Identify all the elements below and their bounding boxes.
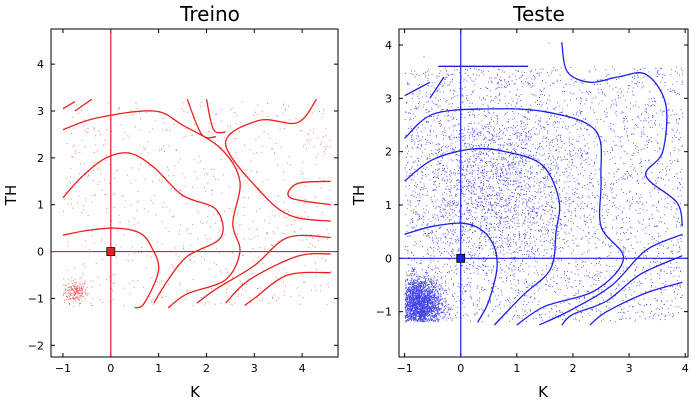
test-ytick-label: 1: [385, 199, 392, 212]
train-contour-line-2: [62, 110, 241, 309]
train-title: Treino: [179, 2, 240, 26]
test-reference: [399, 29, 688, 357]
train-ytick-label: 1: [37, 199, 44, 212]
test-xtick-label: 0: [457, 362, 464, 375]
test-ytick-label: 2: [385, 146, 392, 159]
train-xtick-label: 0: [107, 362, 114, 375]
train-contour-line-7: [224, 98, 331, 222]
test-xtick-label: 4: [682, 362, 689, 375]
train-xlabel: K: [190, 383, 201, 400]
train-xtick-label: 4: [299, 362, 306, 375]
train-xtick-label: 1: [155, 362, 162, 375]
test-contour-line-6: [561, 42, 684, 227]
test-ytick-label: 0: [385, 252, 392, 265]
train-contour-line-6: [205, 99, 226, 134]
test-ticks: −1 0 1 2 3 4 −1 0 1 2 3 4: [376, 29, 689, 375]
train-plot-frame: [50, 28, 339, 358]
train-xtick-label: −1: [55, 362, 71, 375]
test-ref-marker: [456, 253, 466, 263]
train-contour-line-1: [62, 152, 224, 304]
train-ylabel: TH: [2, 185, 20, 206]
test-contour-line-4: [429, 76, 445, 99]
train-ytick-label: 0: [37, 246, 44, 259]
test-xtick-label: 3: [626, 362, 633, 375]
test-ytick-label: 3: [385, 92, 392, 105]
test-panel: Teste K TH −1 0 1 2 3 4 −1 0 1 2 3 4: [350, 2, 689, 400]
test-ytick-label: 4: [385, 39, 392, 52]
train-xtick-label: 2: [203, 362, 210, 375]
test-contour-line-1: [404, 147, 561, 326]
test-plot-frame: [398, 28, 689, 358]
test-contour-line-7: [539, 233, 683, 326]
train-reference: [51, 29, 338, 357]
train-ytick-label: −1: [28, 292, 44, 305]
test-title: Teste: [512, 2, 565, 26]
test-scatter-points: [404, 42, 684, 323]
test-contours: [404, 42, 684, 326]
train-ytick-label: 2: [37, 152, 44, 165]
train-contour-line-11: [244, 271, 331, 307]
test-ylabel: TH: [350, 185, 368, 206]
train-contour-line-10: [225, 252, 331, 304]
test-scatter: [404, 42, 684, 323]
test-contour-line-2: [404, 108, 625, 326]
train-contour-line-4: [74, 98, 93, 112]
train-contour-line-9: [196, 234, 331, 304]
test-contour-line-3: [404, 81, 431, 97]
train-contour-line-5: [186, 99, 217, 139]
train-ytick-label: −2: [28, 339, 44, 352]
train-ytick-label: 3: [37, 105, 44, 118]
train-ticks: −1 0 1 2 3 4 −2 −1 0 1 2 3 4: [28, 29, 338, 375]
train-contour-line-8: [287, 180, 331, 206]
train-contours: [62, 98, 331, 309]
train-ref-marker: [106, 247, 116, 256]
train-ytick-label: 4: [37, 58, 44, 71]
test-xtick-label: 1: [513, 362, 520, 375]
test-ytick-label: −1: [376, 306, 392, 319]
train-panel: Treino K TH −1 0 1 2 3 4 −2 −1 0 1 2 3 4: [2, 2, 339, 400]
train-xtick-label: 3: [251, 362, 258, 375]
test-xlabel: K: [538, 383, 549, 400]
test-xtick-label: 2: [569, 362, 576, 375]
test-xtick-label: −1: [397, 362, 413, 375]
train-contour-line-0: [62, 227, 160, 309]
test-contour-line-8: [561, 255, 683, 326]
test-contour-line-9: [589, 281, 683, 326]
test-contour-line-0: [404, 222, 498, 323]
train-contour-line-3: [62, 101, 76, 110]
